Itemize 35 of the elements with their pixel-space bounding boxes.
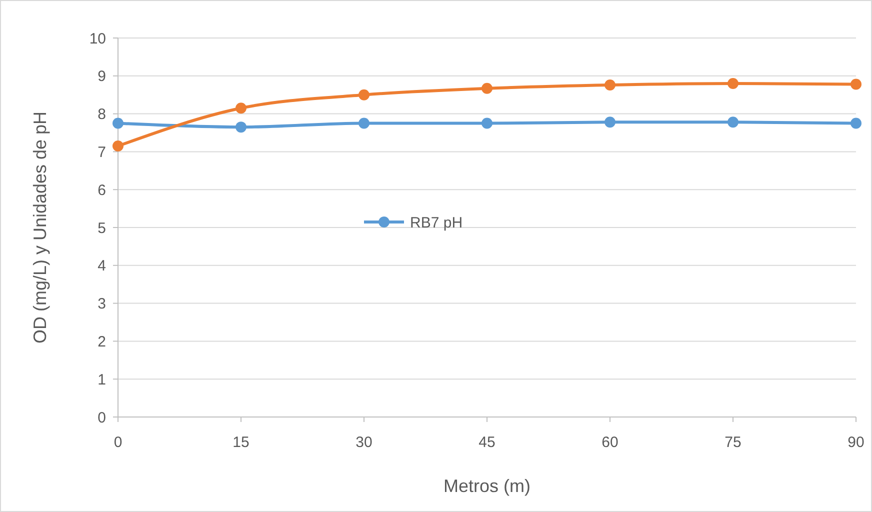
point — [604, 79, 616, 90]
point — [236, 102, 246, 114]
point — [604, 116, 616, 128]
point — [112, 118, 124, 129]
y-axis-title: OD (mg/L) y Unidades de pH — [30, 111, 50, 344]
x-tick-label: 15 — [232, 434, 250, 451]
point — [236, 122, 246, 133]
y-tick-label: 1 — [98, 371, 106, 388]
y-tick-label: 10 — [89, 30, 106, 48]
y-tick-label: 5 — [98, 220, 106, 237]
x-axis-title: Metros (m) — [444, 476, 530, 496]
point — [358, 118, 370, 129]
point — [850, 78, 862, 90]
point — [358, 89, 370, 100]
y-tick-label: 9 — [98, 68, 106, 86]
y-tick-label: 6 — [98, 182, 106, 199]
x-tick-label: 90 — [848, 434, 864, 451]
x-tick-label: 75 — [724, 434, 742, 451]
y-tick-label: 2 — [98, 333, 106, 350]
y-tick-label: 3 — [98, 296, 106, 313]
x-tick-label: 45 — [478, 434, 496, 451]
x-tick-label: 0 — [114, 434, 122, 451]
point — [482, 82, 492, 94]
y-tick-label: 8 — [98, 106, 106, 124]
point — [728, 78, 738, 89]
y-tick-label: 0 — [98, 409, 106, 426]
y-tick-label: 4 — [98, 258, 106, 275]
x-tick-label: 30 — [356, 434, 372, 451]
legend-label: RB7 pH — [410, 214, 463, 232]
point — [850, 118, 862, 129]
point — [728, 116, 738, 128]
x-tick-label: 60 — [602, 434, 618, 451]
point — [112, 140, 124, 152]
y-tick-label: 7 — [98, 144, 106, 161]
point — [482, 118, 492, 129]
